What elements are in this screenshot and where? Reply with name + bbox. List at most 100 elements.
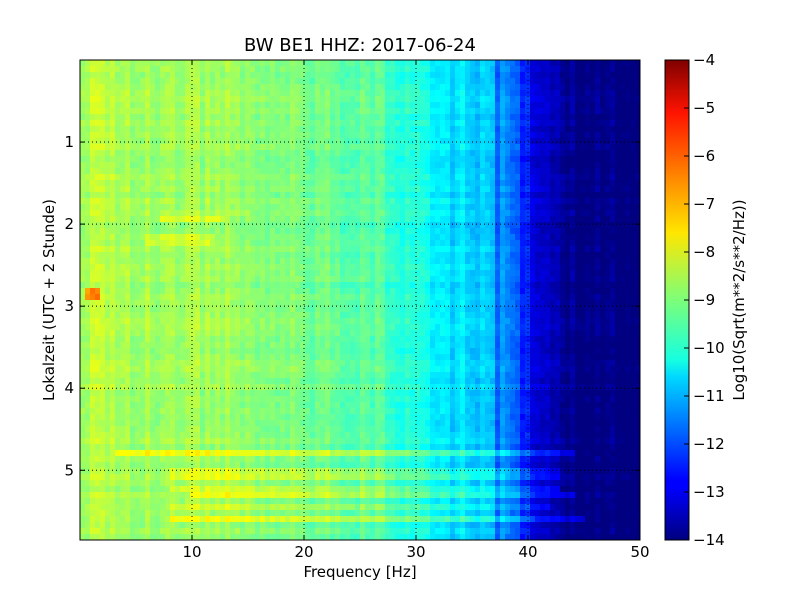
heatmap-cell — [425, 240, 431, 247]
heatmap-cell — [350, 252, 356, 259]
heatmap-cell — [80, 162, 86, 169]
heatmap-cell — [570, 210, 576, 217]
heatmap-cell — [440, 312, 446, 319]
heatmap-cell — [125, 294, 131, 301]
heatmap-cell — [600, 180, 606, 187]
heatmap-cell — [575, 216, 581, 223]
heatmap-cell — [165, 324, 171, 331]
heatmap-cell — [150, 282, 156, 289]
heatmap-cell — [625, 174, 631, 181]
heatmap-cell — [515, 288, 521, 295]
heatmap-cell — [210, 126, 216, 133]
heatmap-cell — [365, 234, 371, 241]
heatmap-cell — [370, 306, 376, 313]
heatmap-cell — [525, 276, 531, 283]
heatmap-cell — [425, 132, 431, 139]
heatmap-cell — [610, 192, 616, 199]
heatmap-cell — [210, 72, 216, 79]
heatmap-cell — [445, 252, 451, 259]
heatmap-cell — [460, 198, 466, 205]
heatmap-cell — [345, 252, 351, 259]
heatmap-cell — [550, 204, 556, 211]
heatmap-cell — [205, 174, 211, 181]
heatmap-cell — [200, 78, 206, 85]
heatmap-cell — [395, 210, 401, 217]
heatmap-cell — [335, 84, 341, 91]
heatmap-cell — [95, 150, 101, 157]
heatmap-cell — [480, 264, 486, 271]
heatmap-cell — [555, 294, 561, 301]
heatmap-cell — [350, 324, 356, 331]
heatmap-cell — [410, 84, 416, 91]
heatmap-cell — [480, 168, 486, 175]
heatmap-cell — [555, 234, 561, 241]
heatmap-cell — [635, 114, 640, 121]
heatmap-cell — [580, 204, 586, 211]
heatmap-cell — [80, 204, 86, 211]
heatmap-cell — [605, 192, 611, 199]
heatmap-cell — [495, 72, 501, 79]
heatmap-cell — [250, 162, 256, 169]
heatmap-cell — [500, 180, 506, 187]
heatmap-cell — [85, 198, 91, 205]
heatmap-cell — [270, 162, 276, 169]
heatmap-cell — [625, 84, 631, 91]
heatmap-cell — [315, 102, 321, 109]
heatmap-cell — [355, 138, 361, 145]
heatmap-cell — [245, 210, 251, 217]
heatmap-cell — [575, 204, 581, 211]
heatmap-cell — [345, 294, 351, 301]
heatmap-cell — [495, 102, 501, 109]
heatmap-cell — [275, 204, 281, 211]
heatmap-cell — [225, 66, 231, 73]
heatmap-cell — [530, 114, 536, 121]
heatmap-cell — [335, 300, 341, 307]
heatmap-cell — [90, 216, 96, 223]
heatmap-cell — [540, 246, 546, 253]
heatmap-cell — [330, 150, 336, 157]
heatmap-cell — [235, 84, 241, 91]
heatmap-cell — [610, 174, 616, 181]
heatmap-cell — [85, 288, 91, 295]
heatmap-cell — [500, 288, 506, 295]
heatmap-cell — [320, 162, 326, 169]
heatmap-cell — [515, 162, 521, 169]
heatmap-cell — [295, 174, 301, 181]
heatmap-cell — [475, 264, 481, 271]
heatmap-cell — [450, 222, 456, 229]
heatmap-cell — [320, 210, 326, 217]
heatmap-cell — [500, 210, 506, 217]
heatmap-cell — [115, 210, 121, 217]
heatmap-cell — [395, 156, 401, 163]
heatmap-cell — [265, 180, 271, 187]
heatmap-cell — [395, 90, 401, 97]
heatmap-cell — [625, 306, 631, 313]
heatmap-cell — [290, 186, 296, 193]
heatmap-cell — [625, 276, 631, 283]
heatmap-cell — [455, 186, 461, 193]
heatmap-cell — [125, 60, 131, 67]
heatmap-cell — [180, 108, 186, 115]
heatmap-cell — [560, 120, 566, 127]
heatmap-cell — [240, 252, 246, 259]
heatmap-cell — [625, 108, 631, 115]
heatmap-cell — [290, 204, 296, 211]
heatmap-cell — [410, 114, 416, 121]
heatmap-cell — [185, 210, 191, 217]
heatmap-cell — [410, 222, 416, 229]
heatmap-cell — [230, 210, 236, 217]
heatmap-cell — [395, 78, 401, 85]
heatmap-cell — [160, 288, 166, 295]
heatmap-cell — [90, 156, 96, 163]
heatmap-cell — [360, 216, 366, 223]
heatmap-cell — [200, 222, 206, 229]
heatmap-cell — [495, 126, 501, 133]
heatmap-cell — [460, 276, 466, 283]
heatmap-cell — [630, 276, 636, 283]
heatmap-cell — [605, 282, 611, 289]
heatmap-cell — [345, 60, 351, 67]
heatmap-cell — [490, 198, 496, 205]
heatmap-cell — [470, 72, 476, 79]
heatmap-cell — [445, 102, 451, 109]
heatmap-cell — [620, 192, 626, 199]
